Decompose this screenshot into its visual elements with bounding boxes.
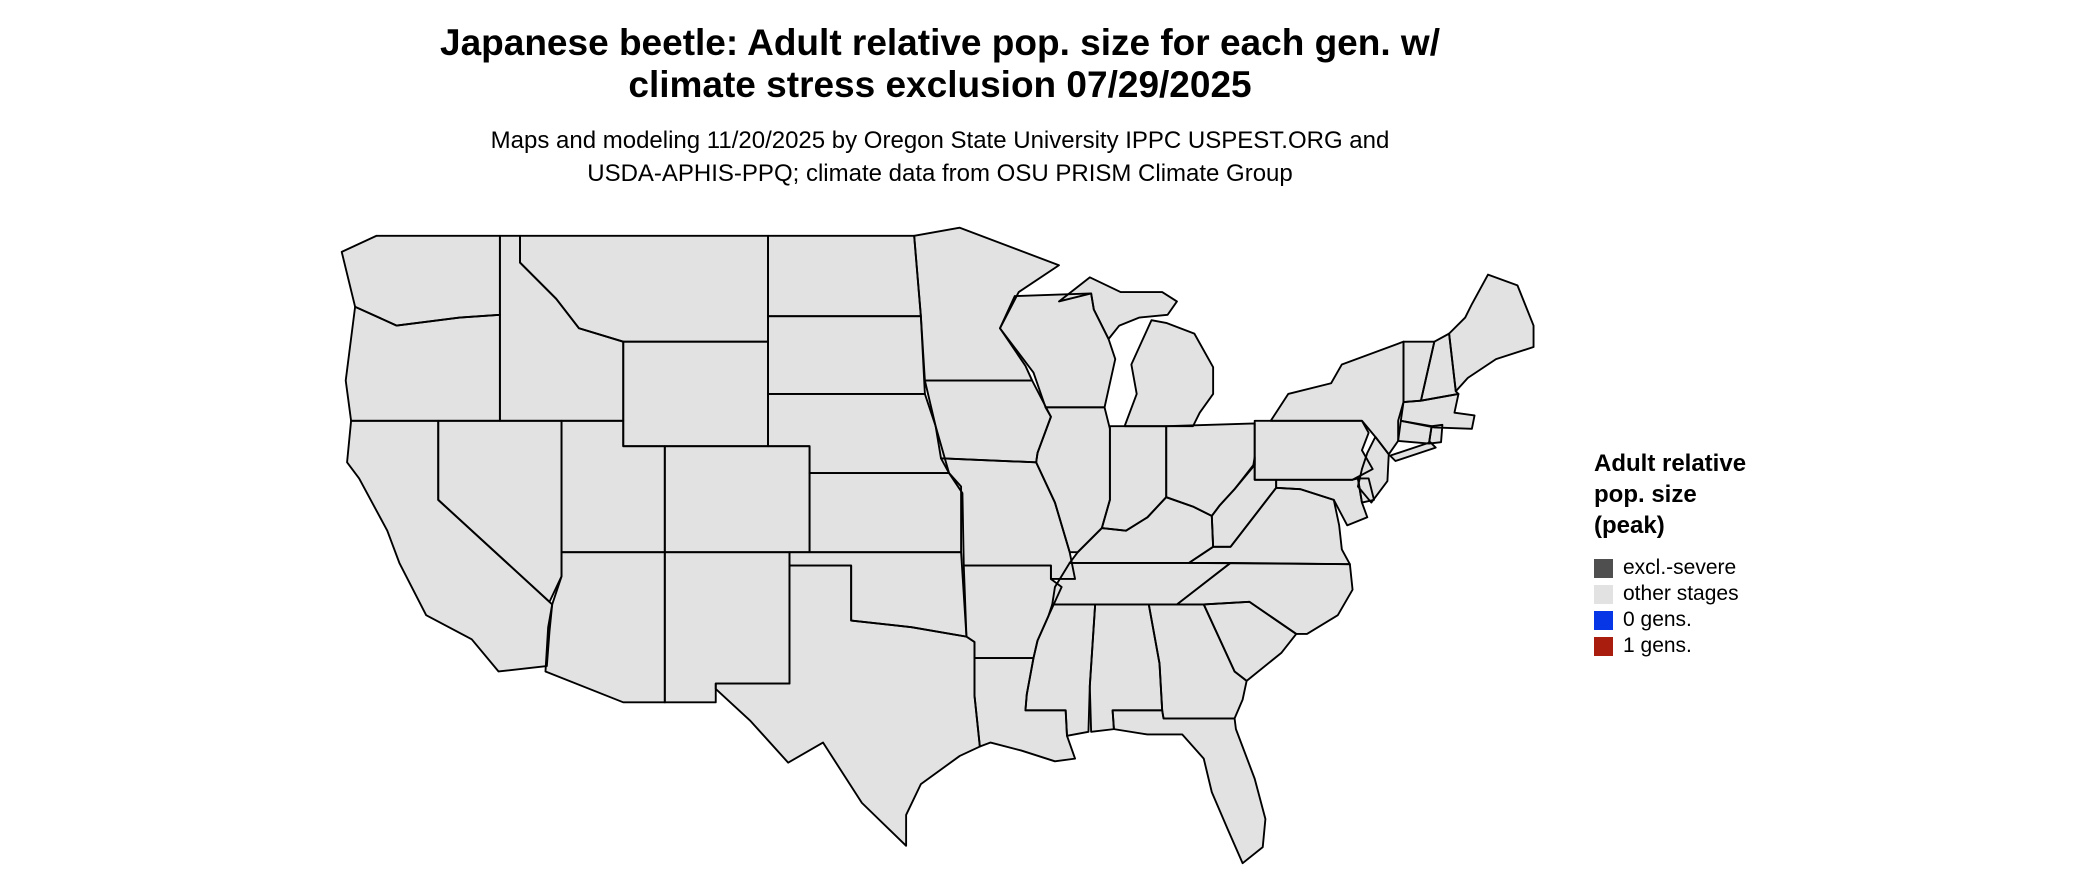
legend-swatch-0-gens: [1594, 610, 1613, 630]
legend: Adult relative pop. size (peak) excl.-se…: [1594, 448, 1894, 659]
legend-item: other stages: [1594, 581, 1894, 607]
legend-item: 1 gens.: [1594, 633, 1894, 659]
legend-swatch-excl-severe: [1594, 558, 1613, 578]
legend-item: 0 gens.: [1594, 607, 1894, 633]
legend-swatch-other-stages: [1594, 584, 1613, 604]
legend-title: Adult relative pop. size (peak): [1594, 448, 1894, 541]
legend-title-line2: pop. size: [1594, 481, 1697, 508]
legend-label: other stages: [1623, 582, 1739, 605]
map-title-line2: climate stress exclusion 07/29/2025: [628, 64, 1252, 106]
legend-label: excl.-severe: [1623, 556, 1737, 579]
header: Japanese beetle: Adult relative pop. siz…: [0, 22, 1880, 191]
legend-title-line3: (peak): [1594, 512, 1665, 539]
legend-swatch-1-gens: [1594, 636, 1613, 656]
legend-item: excl.-severe: [1594, 555, 1894, 581]
legend-items: excl.-severe other stages 0 gens. 1 gens…: [1594, 555, 1894, 659]
map-title-line1: Japanese beetle: Adult relative pop. siz…: [440, 22, 1440, 63]
legend-title-line1: Adult relative: [1594, 450, 1747, 477]
states-base-fill: [341, 227, 1534, 864]
legend-label: 1 gens.: [1623, 634, 1692, 657]
us-map: [335, 225, 1555, 882]
map-subtitle: Maps and modeling 11/20/2025 by Oregon S…: [0, 124, 1880, 190]
legend-label: 0 gens.: [1623, 608, 1692, 631]
map-subtitle-line1: Maps and modeling 11/20/2025 by Oregon S…: [490, 127, 1390, 155]
map-subtitle-line2: USDA-APHIS-PPQ; climate data from OSU PR…: [587, 160, 1293, 188]
